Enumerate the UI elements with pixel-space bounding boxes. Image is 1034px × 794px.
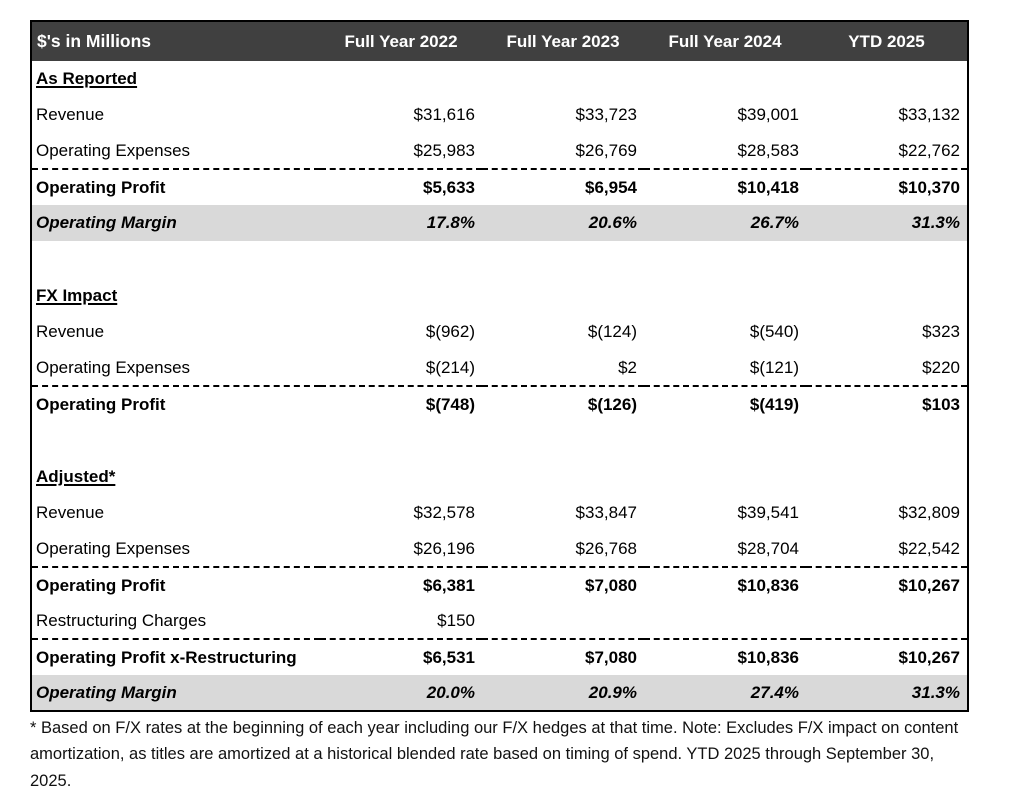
row-label: Operating Margin: [31, 205, 320, 241]
table-header-row: $'s in Millions Full Year 2022 Full Year…: [31, 21, 968, 61]
row-label: Operating Profit: [31, 168, 320, 205]
table-row-margin: Operating Margin 20.0% 20.9% 27.4% 31.3%: [31, 675, 968, 711]
spacer-row: [31, 422, 968, 459]
row-label: Operating Profit: [31, 385, 320, 422]
value-ytd2025: $32,809: [898, 503, 960, 522]
row-label: Operating Expenses: [36, 538, 191, 558]
value-fy2023: $7,080: [482, 638, 644, 675]
table-row-subtotal: Operating Profit $(748) $(126) $(419) $1…: [31, 385, 968, 422]
row-label: Operating Expenses: [36, 140, 191, 160]
value-fy2024: 27.4%: [644, 675, 806, 711]
column-header-fy2024: Full Year 2024: [644, 21, 806, 61]
value-ytd2025: $22,762: [898, 140, 960, 160]
value-fy2024: $39,541: [737, 503, 799, 522]
table-row: Operating Expenses $26,196 $26,768 $28,7…: [31, 531, 968, 567]
value-ytd2025: $220: [922, 357, 960, 377]
value-fy2022: 20.0%: [320, 675, 482, 711]
value-fy2023: $(124): [587, 322, 637, 341]
spacer-row: [31, 241, 968, 278]
table-title: $'s in Millions: [31, 21, 320, 61]
value-ytd2025: [806, 603, 968, 639]
value-ytd2025: $103: [806, 385, 968, 422]
value-fy2022: $(962): [425, 322, 475, 341]
value-fy2022: $25,983: [413, 140, 475, 160]
value-ytd2025: 31.3%: [806, 205, 968, 241]
value-fy2023: 20.9%: [482, 675, 644, 711]
table-row-subtotal: Operating Profit $5,633 $6,954 $10,418 $…: [31, 168, 968, 205]
column-header-ytd2025: YTD 2025: [806, 21, 968, 61]
table-row: Restructuring Charges $150: [31, 603, 968, 639]
value-fy2023: $6,954: [482, 168, 644, 205]
value-fy2023: $26,768: [575, 538, 637, 558]
footnote: * Based on F/X rates at the beginning of…: [30, 719, 959, 790]
value-fy2023: $2: [618, 357, 637, 377]
section-title-adjusted: Adjusted*: [36, 467, 116, 486]
value-fy2022: 17.8%: [320, 205, 482, 241]
table-row: Operating Expenses $25,983 $26,769 $28,5…: [31, 133, 968, 169]
value-ytd2025: $10,267: [806, 638, 968, 675]
value-fy2022: $6,381: [320, 566, 482, 603]
value-fy2024: $10,836: [644, 638, 806, 675]
row-label: Operating Profit: [31, 566, 320, 603]
column-header-fy2022: Full Year 2022: [320, 21, 482, 61]
section-row-as-reported: As Reported: [31, 61, 968, 97]
value-ytd2025: $10,370: [806, 168, 968, 205]
value-fy2023: $7,080: [482, 566, 644, 603]
section-row-fx-impact: FX Impact: [31, 278, 968, 314]
financials-table: $'s in Millions Full Year 2022 Full Year…: [30, 20, 969, 712]
column-header-fy2023: Full Year 2023: [482, 21, 644, 61]
table-row: Revenue $(962) $(124) $(540) $323: [31, 314, 968, 350]
section-title-as-reported: As Reported: [36, 69, 138, 88]
value-fy2022: $150: [437, 610, 475, 630]
value-fy2023: [482, 603, 644, 639]
value-fy2022: $5,633: [320, 168, 482, 205]
table-row-margin: Operating Margin 17.8% 20.6% 26.7% 31.3%: [31, 205, 968, 241]
value-fy2023: $33,847: [575, 503, 637, 522]
table-row-subtotal: Operating Profit x-Restructuring $6,531 …: [31, 638, 968, 675]
row-label: Revenue: [36, 503, 105, 522]
table-row: Revenue $31,616 $33,723 $39,001 $33,132: [31, 97, 968, 133]
value-ytd2025: $22,542: [898, 538, 960, 558]
value-fy2022: $32,578: [413, 503, 475, 522]
row-label: Restructuring Charges: [36, 610, 207, 630]
table-row: Operating Expenses $(214) $2 $(121) $220: [31, 350, 968, 386]
row-label: Revenue: [36, 105, 105, 124]
value-fy2024: $10,418: [644, 168, 806, 205]
value-ytd2025: $10,267: [806, 566, 968, 603]
table-row-subtotal: Operating Profit $6,381 $7,080 $10,836 $…: [31, 566, 968, 603]
value-ytd2025: 31.3%: [806, 675, 968, 711]
value-fy2023: $33,723: [575, 105, 637, 124]
value-fy2023: $(126): [482, 385, 644, 422]
value-fy2022: $6,531: [320, 638, 482, 675]
financial-summary-page: $'s in Millions Full Year 2022 Full Year…: [30, 20, 969, 794]
value-fy2024: 26.7%: [644, 205, 806, 241]
value-fy2023: $26,769: [575, 140, 637, 160]
value-fy2024: $(540): [749, 322, 799, 341]
value-ytd2025: $323: [922, 322, 960, 341]
value-ytd2025: $33,132: [898, 105, 960, 124]
value-fy2024: $(419): [644, 385, 806, 422]
value-fy2024: $28,704: [737, 538, 799, 558]
value-fy2024: $28,583: [737, 140, 799, 160]
value-fy2022: $(214): [425, 357, 475, 377]
row-label: Revenue: [36, 322, 105, 341]
value-fy2022: $26,196: [413, 538, 475, 558]
row-label: Operating Profit x-Restructuring: [31, 638, 320, 675]
table-row: Revenue $32,578 $33,847 $39,541 $32,809: [31, 495, 968, 531]
section-title-fx-impact: FX Impact: [36, 286, 118, 305]
value-fy2024: $10,836: [644, 566, 806, 603]
value-fy2022: $(748): [320, 385, 482, 422]
value-fy2022: $31,616: [413, 105, 475, 124]
value-fy2024: $39,001: [737, 105, 799, 124]
value-fy2024: $(121): [749, 357, 799, 377]
value-fy2023: 20.6%: [482, 205, 644, 241]
row-label: Operating Margin: [31, 675, 320, 711]
row-label: Operating Expenses: [36, 357, 191, 377]
section-row-adjusted: Adjusted*: [31, 459, 968, 495]
value-fy2024: [644, 603, 806, 639]
